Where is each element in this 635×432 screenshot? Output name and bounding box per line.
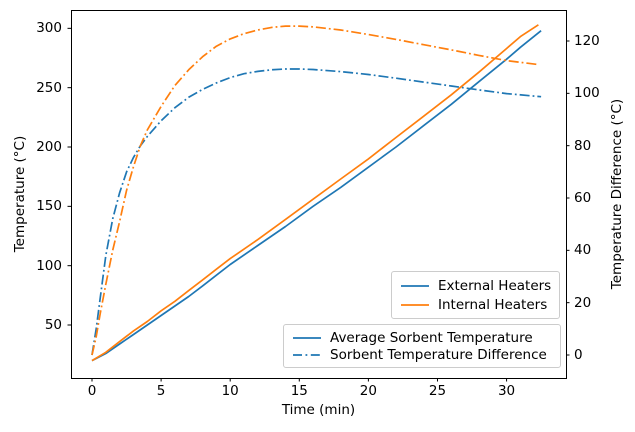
x-axis-label: Time (min) — [281, 402, 356, 418]
x-tick-label: 10 — [221, 383, 239, 399]
series-external-temp-diff-line — [91, 68, 542, 356]
legend-line-sample-solid — [293, 336, 321, 339]
legend-heaters: External Heaters Internal Heaters — [391, 271, 560, 319]
series-external-avg-temp-line — [91, 30, 542, 362]
y-left-tick-label: 100 — [36, 257, 62, 274]
legend-label: External Heaters — [438, 277, 552, 294]
x-tick-label: 30 — [497, 383, 516, 399]
legend-line-sample-solid-orange — [401, 303, 429, 306]
legend-label: Average Sorbent Temperature — [330, 329, 533, 346]
x-tick-label: 0 — [87, 383, 97, 399]
y-right-tick-label: 20 — [574, 294, 592, 311]
x-tick-label: 5 — [156, 383, 166, 399]
legend-item-external-heaters: External Heaters — [400, 277, 551, 294]
plot-border — [71, 10, 567, 379]
y-right-tick-label: 80 — [574, 137, 592, 154]
legend-line-sample-solid-blue — [401, 284, 429, 287]
y-right-tick-label: 120 — [574, 33, 600, 49]
x-tick-label: 15 — [290, 383, 308, 399]
legend-label: Internal Heaters — [438, 296, 548, 313]
legend-item-sorbent-temperature-difference: Sorbent Temperature Difference — [292, 346, 552, 363]
legend-item-internal-heaters: Internal Heaters — [400, 296, 551, 313]
y-left-tick-label: 150 — [36, 198, 62, 215]
y-left-tick-label: 50 — [44, 317, 62, 333]
x-tick-label: 25 — [428, 383, 447, 399]
legend-line-sample-dashdot — [293, 353, 321, 356]
legend-label: Sorbent Temperature Difference — [330, 346, 547, 363]
legend-item-average-sorbent-temperature: Average Sorbent Temperature — [292, 329, 552, 346]
y-right-tick-label: 40 — [574, 242, 592, 259]
y-left-tick-label: 250 — [36, 79, 62, 96]
y-right-tick-label: 100 — [574, 85, 600, 102]
y-left-tick-label: 300 — [36, 20, 62, 37]
y-left-tick-label: 200 — [36, 139, 62, 155]
series-internal-temp-diff-line — [91, 25, 539, 356]
series-internal-avg-temp-line — [91, 24, 539, 362]
x-tick-label: 20 — [359, 383, 377, 399]
y-axis-right-label: Temperature Difference (°C) — [609, 98, 625, 290]
y-right-tick-label: 0 — [574, 347, 583, 363]
y-right-tick-label: 60 — [574, 190, 592, 206]
legend-sorbent: Average Sorbent Temperature Sorbent Temp… — [283, 324, 561, 368]
